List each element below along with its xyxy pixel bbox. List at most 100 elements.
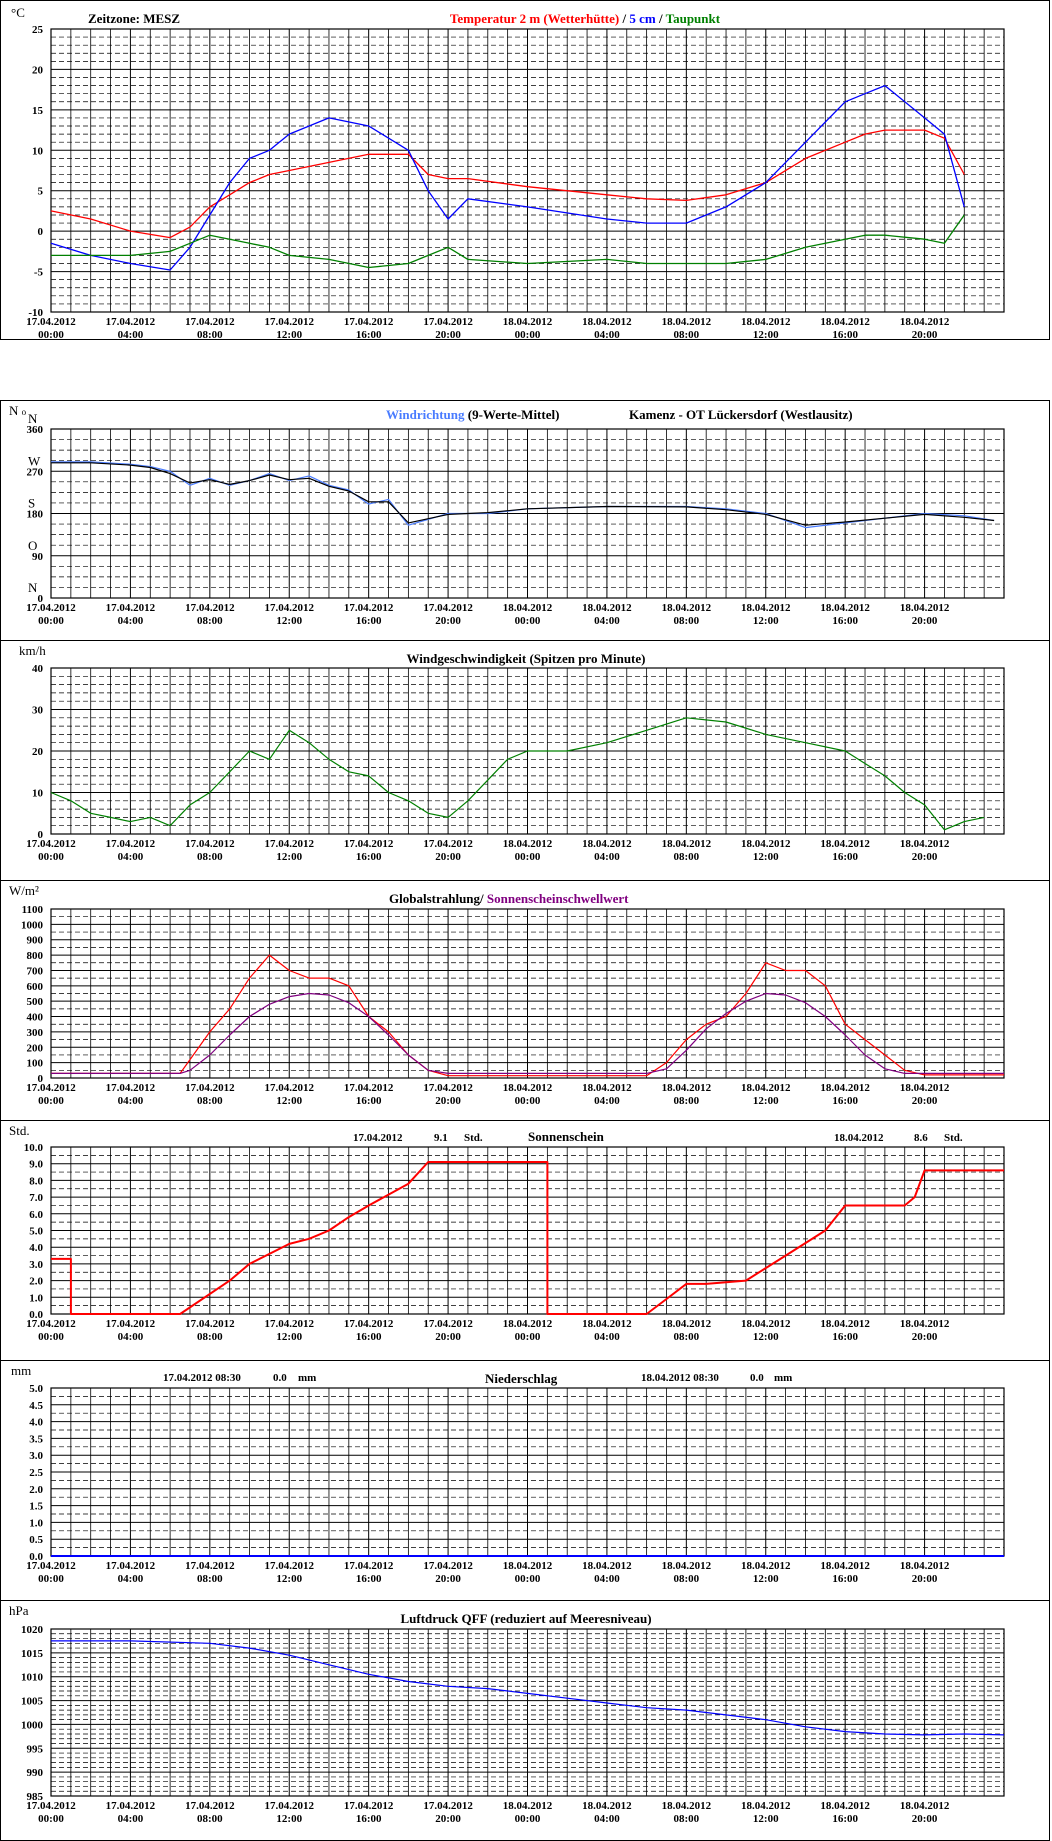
- x-tick-time: 00:00: [38, 329, 64, 340]
- x-tick-time: 12:00: [753, 1573, 779, 1585]
- x-tick-date: 17.04.2012: [106, 1560, 156, 1572]
- x-tick-date: 17.04.2012: [185, 1800, 235, 1812]
- x-tick-date: 18.04.2012: [662, 316, 712, 328]
- y-tick-label: 0: [38, 226, 44, 238]
- wind-direction-chart: N o Windrichtung (9-Werte-Mittel) Kamenz…: [9, 403, 1005, 627]
- plot-frame: [50, 908, 1005, 1079]
- x-tick-date: 17.04.2012: [265, 838, 315, 850]
- x-tick-date: 17.04.2012: [423, 1560, 473, 1572]
- temperature-title-separator: /: [656, 11, 666, 26]
- x-tick-time: 20:00: [435, 851, 461, 863]
- y-tick-label: 1005: [21, 1696, 44, 1708]
- x-tick-date: 17.04.2012: [185, 1560, 235, 1572]
- x-tick-date: 17.04.2012: [106, 1318, 156, 1330]
- y-tick-label: 1000: [21, 1719, 44, 1731]
- x-tick-time: 08:00: [673, 329, 699, 340]
- y-tick-label: 1000: [21, 919, 44, 931]
- x-tick-time: 00:00: [38, 1331, 64, 1343]
- temperature-y-unit: °C: [11, 5, 25, 20]
- x-tick-time: 20:00: [912, 1095, 938, 1107]
- y-tick-label: 1020: [21, 1624, 44, 1636]
- wind-direction-title-raw: Windrichtung: [386, 407, 465, 422]
- sunshine-day1-unit: Std.: [464, 1132, 483, 1144]
- precip-day1-unit: mm: [298, 1372, 316, 1384]
- x-tick-time: 20:00: [435, 1095, 461, 1107]
- y-tick-label: 2.0: [29, 1276, 43, 1288]
- x-tick-time: 16:00: [356, 615, 382, 627]
- x-tick-time: 20:00: [912, 851, 938, 863]
- series-line-globalstrahlung: [51, 954, 1004, 1077]
- plot-frame: [50, 28, 1005, 313]
- x-tick-date: 18.04.2012: [503, 838, 553, 850]
- radiation-title-main: Globalstrahlung/: [389, 891, 484, 906]
- x-tick-time: 16:00: [356, 329, 382, 340]
- station-name: Kamenz - OT Lückersdorf (Westlausitz): [629, 407, 853, 422]
- compass-label: W: [28, 453, 41, 468]
- temperature-2m-title: Temperatur 2 m (Wetterhütte): [450, 11, 619, 26]
- y-tick-label: 200: [27, 1042, 44, 1054]
- x-tick-date: 17.04.2012: [344, 1560, 394, 1572]
- precipitation-panel: mm 17.04.2012 08:30 0.0 mm Niederschlag …: [0, 1360, 1050, 1601]
- x-tick-time: 12:00: [276, 329, 302, 340]
- x-tick-time: 12:00: [276, 1813, 302, 1825]
- x-tick-time: 12:00: [753, 1813, 779, 1825]
- series-line-luftdruck-qff: [51, 1640, 1005, 1736]
- y-tick-label: 1.0: [29, 1517, 43, 1529]
- pressure-title: Luftdruck QFF (reduziert auf Meeresnivea…: [400, 1611, 651, 1626]
- x-tick-time: 00:00: [515, 1573, 541, 1585]
- x-tick-date: 17.04.2012: [423, 1800, 473, 1812]
- x-tick-time: 00:00: [38, 1573, 64, 1585]
- x-tick-date: 18.04.2012: [662, 1082, 712, 1094]
- compass-label: S: [28, 496, 35, 511]
- x-tick-time: 12:00: [276, 1095, 302, 1107]
- x-tick-date: 18.04.2012: [503, 602, 553, 614]
- x-tick-date: 18.04.2012: [741, 602, 791, 614]
- x-tick-time: 20:00: [435, 1573, 461, 1585]
- y-tick-label: 2.0: [29, 1484, 43, 1496]
- radiation-chart: W/m² Globalstrahlung/ Sonnenscheinschwel…: [9, 883, 1005, 1107]
- x-tick-time: 08:00: [673, 1095, 699, 1107]
- series-line-9-werte-mittel: [51, 462, 995, 526]
- x-tick-time: 12:00: [276, 1331, 302, 1343]
- x-tick-date: 17.04.2012: [26, 316, 76, 328]
- x-tick-date: 17.04.2012: [265, 1560, 315, 1572]
- x-tick-time: 04:00: [118, 1573, 144, 1585]
- wind-direction-y-unit: N o: [9, 403, 27, 418]
- y-tick-label: 1010: [21, 1672, 44, 1684]
- x-tick-time: 04:00: [594, 615, 620, 627]
- x-tick-time: 00:00: [515, 1813, 541, 1825]
- y-tick-label: 1.0: [29, 1292, 43, 1304]
- x-tick-date: 17.04.2012: [106, 316, 156, 328]
- y-tick-label: 10: [32, 788, 44, 800]
- y-tick-label: 180: [27, 509, 44, 521]
- x-tick-date: 18.04.2012: [741, 1318, 791, 1330]
- series-line-taupunkt: [51, 214, 965, 269]
- y-tick-label: 1015: [21, 1648, 44, 1660]
- x-tick-date: 18.04.2012: [662, 1560, 712, 1572]
- x-tick-time: 12:00: [753, 329, 779, 340]
- x-tick-time: 16:00: [356, 1095, 382, 1107]
- y-tick-label: 30: [32, 705, 44, 717]
- y-tick-label: 20: [32, 746, 44, 758]
- y-tick-label: 9.0: [29, 1159, 43, 1171]
- x-tick-time: 16:00: [356, 851, 382, 863]
- y-tick-label: 985: [27, 1791, 44, 1803]
- x-tick-date: 18.04.2012: [741, 1800, 791, 1812]
- x-tick-date: 17.04.2012: [185, 316, 235, 328]
- sunshine-title: Sonnenschein: [528, 1129, 605, 1144]
- x-tick-time: 04:00: [594, 1095, 620, 1107]
- temperature-chart: °C Zeitzone: MESZ Temperatur 2 m (Wetter…: [11, 5, 1005, 340]
- series-line-windrichtung: [51, 461, 995, 529]
- x-tick-time: 04:00: [594, 851, 620, 863]
- wind-direction-plot-area: 0N90O180S270W360N17.04.201200:0017.04.20…: [26, 411, 1005, 627]
- x-tick-date: 18.04.2012: [820, 1082, 870, 1094]
- y-tick-label: 995: [27, 1743, 44, 1755]
- x-tick-time: 04:00: [118, 1331, 144, 1343]
- y-tick-label: 0: [38, 593, 44, 605]
- x-tick-time: 12:00: [753, 1331, 779, 1343]
- plot-frame: [50, 1146, 1005, 1315]
- x-tick-time: 12:00: [276, 1573, 302, 1585]
- x-tick-date: 17.04.2012: [185, 602, 235, 614]
- x-tick-date: 18.04.2012: [741, 316, 791, 328]
- x-tick-date: 17.04.2012: [26, 1800, 76, 1812]
